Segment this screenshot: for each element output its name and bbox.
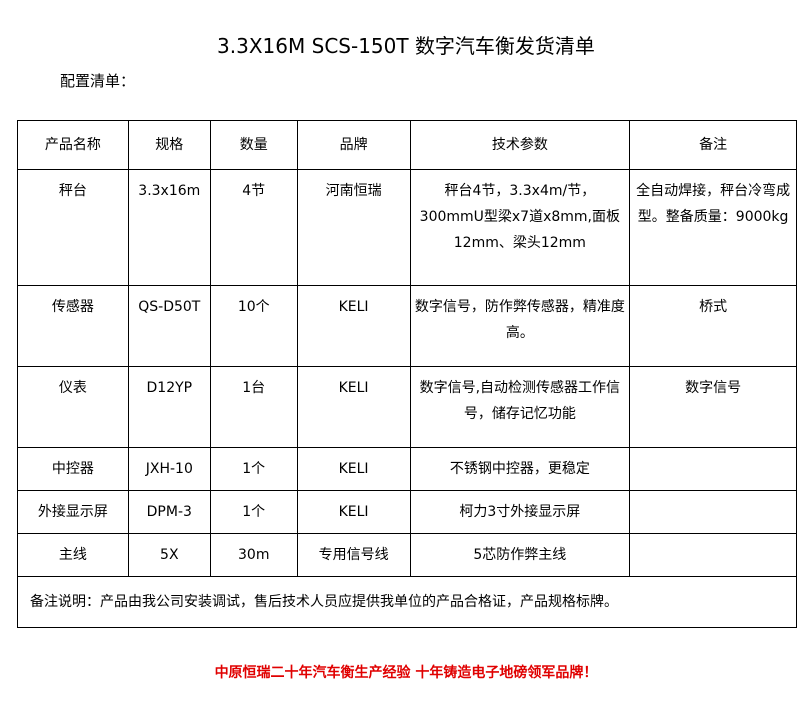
table-cell: D12YP (127, 366, 211, 448)
table-cell: 30m (209, 533, 298, 577)
table-cell: 10个 (209, 285, 298, 367)
table-cell: 秤台4节，3.3x4m/节，300mmU型梁x7道x8mm,面板12mm、梁头1… (409, 169, 631, 286)
table-cell (629, 533, 797, 577)
table-cell: 数字信号 (629, 366, 797, 448)
table-cell: 数字信号,自动检测传感器工作信号，储存记忆功能 (409, 366, 631, 448)
table-row: 传感器 QS-D50T 10个 KELI 数字信号，防作弊传感器，精准度高。 桥式 (17, 285, 797, 367)
table-cell: DPM-3 (127, 490, 211, 534)
table-cell: 柯力3寸外接显示屏 (409, 490, 631, 534)
table-cell: 数字信号，防作弊传感器，精准度高。 (409, 285, 631, 367)
table-cell: 外接显示屏 (17, 490, 129, 534)
table-cell: 桥式 (629, 285, 797, 367)
table-cell: 不锈钢中控器，更稳定 (409, 447, 631, 491)
table-row: 仪表 D12YP 1台 KELI 数字信号,自动检测传感器工作信号，储存记忆功能 数字信号 (17, 366, 797, 448)
table-cell: KELI (296, 285, 411, 367)
config-list-label: 配置清单： (60, 72, 136, 90)
table-cell: 3.3x16m (127, 169, 211, 286)
table-row: 外接显示屏 DPM-3 1个 KELI 柯力3寸外接显示屏 (17, 490, 797, 534)
table-cell: QS-D50T (127, 285, 211, 367)
header-cell: 备注 (629, 120, 797, 170)
header-cell: 技术参数 (409, 120, 631, 170)
page-title: 3.3X16M SCS-150T 数字汽车衡发货清单 (217, 34, 595, 58)
table-cell: 中控器 (17, 447, 129, 491)
table-row: 秤台 3.3x16m 4节 河南恒瑞 秤台4节，3.3x4m/节，300mmU型梁x7道… (17, 169, 797, 286)
table-cell: 全自动焊接，秤台冷弯成型。整备质量：9000kg (629, 169, 797, 286)
header-cell: 数量 (209, 120, 298, 170)
note-text: 备注说明：产品由我公司安装调试，售后技术人员应提供我单位的产品合格证，产品规格标… (17, 576, 797, 628)
table-cell: 河南恒瑞 (296, 169, 411, 286)
table-cell: 5X (127, 533, 211, 577)
table-cell: KELI (296, 490, 411, 534)
table-row: 主线 5X 30m 专用信号线 5芯防作弊主线 (17, 533, 797, 577)
note-row: 备注说明：产品由我公司安装调试，售后技术人员应提供我单位的产品合格证，产品规格标… (17, 576, 797, 628)
header-cell: 品牌 (296, 120, 411, 170)
table-cell: 主线 (17, 533, 129, 577)
header-cell: 产品名称 (17, 120, 129, 170)
table-cell (629, 490, 797, 534)
table-cell: 4节 (209, 169, 298, 286)
header-cell: 规格 (127, 120, 211, 170)
table-cell: 5芯防作弊主线 (409, 533, 631, 577)
shipping-list-table: 产品名称 规格 数量 品牌 技术参数 备注 秤台 3.3x16m 4节 河南恒瑞 秤台4… (17, 120, 797, 628)
table-cell: 1个 (209, 490, 298, 534)
header-row: 产品名称 规格 数量 品牌 技术参数 备注 (17, 120, 797, 170)
table-cell: 1个 (209, 447, 298, 491)
table-row: 中控器 JXH-10 1个 KELI 不锈钢中控器，更稳定 (17, 447, 797, 491)
table-cell: 秤台 (17, 169, 129, 286)
footer-slogan: 中原恒瑞二十年汽车衡生产经验 十年铸造电子地磅领军品牌！ (214, 665, 598, 681)
table-cell: KELI (296, 447, 411, 491)
table-cell: 专用信号线 (296, 533, 411, 577)
table-cell (629, 447, 797, 491)
table-cell: 1台 (209, 366, 298, 448)
table-cell: JXH-10 (127, 447, 211, 491)
table-cell: 仪表 (17, 366, 129, 448)
table-cell: 传感器 (17, 285, 129, 367)
table-cell: KELI (296, 366, 411, 448)
